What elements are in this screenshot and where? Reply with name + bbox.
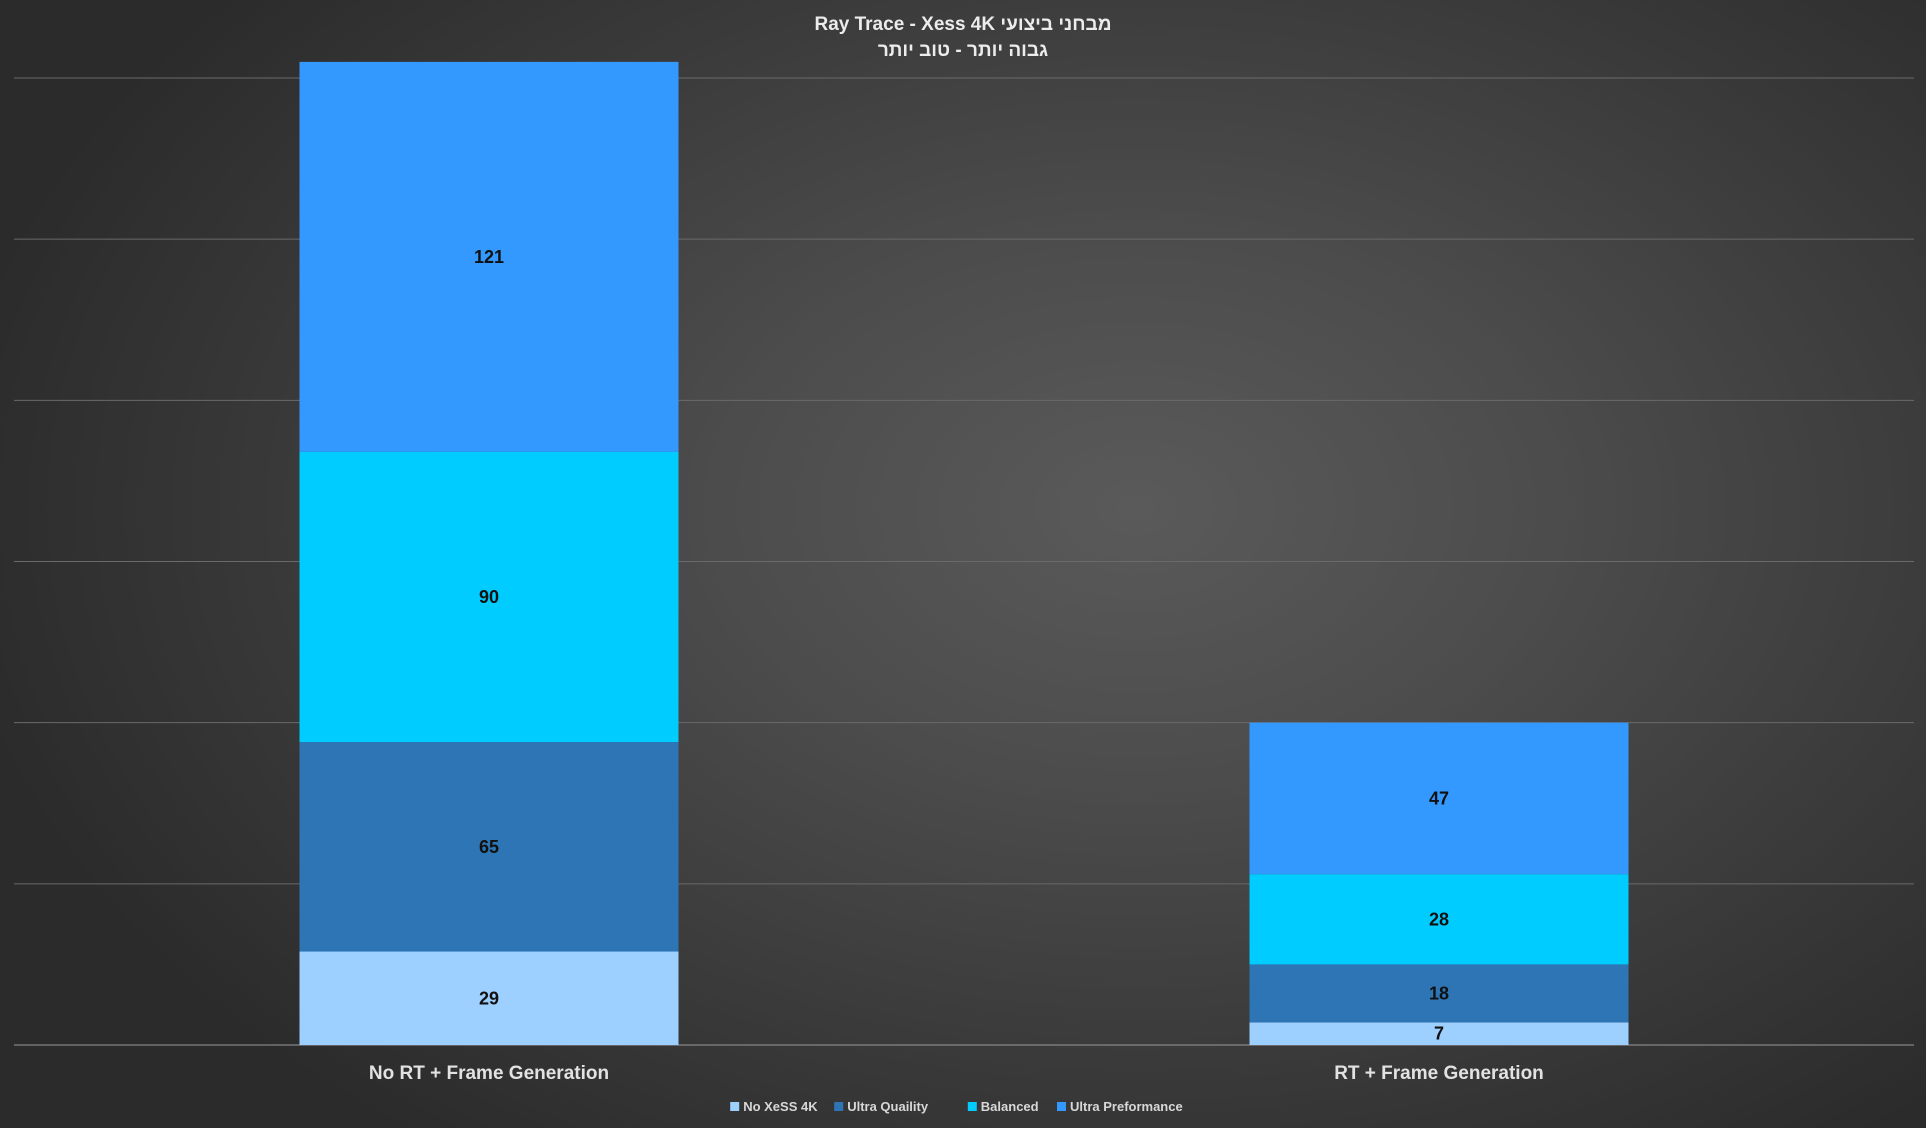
bar-segment — [299, 742, 679, 952]
data-label: 29 — [479, 988, 499, 1008]
legend-label: Balanced — [981, 1099, 1039, 1114]
legend-swatch — [730, 1102, 740, 1111]
bar-segment — [1249, 964, 1629, 1023]
legend-swatch — [967, 1102, 977, 1111]
data-label: 18 — [1429, 983, 1449, 1003]
category-label: RT + Frame Generation — [1334, 1063, 1544, 1084]
data-label: 7 — [1434, 1024, 1444, 1044]
bar-segment — [299, 61, 679, 452]
data-label: 28 — [1429, 909, 1449, 929]
bar-segment — [299, 451, 679, 743]
data-label: 65 — [479, 837, 499, 857]
gridlines — [14, 77, 1914, 885]
legend-swatch — [834, 1102, 844, 1111]
legend-swatch — [1057, 1102, 1066, 1111]
legend-label: Ultra Preformance — [1070, 1099, 1183, 1114]
legend: No XeSS 4K Ultra Quaility Balanced Ultra Pr… — [730, 1099, 1183, 1114]
legend-label: No XeSS 4K — [743, 1099, 818, 1114]
data-label: 90 — [479, 587, 499, 607]
bar-segment — [1249, 874, 1629, 965]
chart-subtitle: גבוה יותר - טוב יותר — [878, 40, 1048, 61]
legend-label: Ultra Quaility — [847, 1099, 929, 1114]
bar-segment — [1249, 1022, 1629, 1045]
category-labels: No RT + Frame Generation RT + Frame Gener… — [369, 1063, 1544, 1084]
data-labels: 29 65 90 121 7 18 28 47 — [474, 247, 1449, 1044]
bar-segment — [1249, 722, 1629, 875]
category-label: No RT + Frame Generation — [369, 1063, 609, 1084]
data-label: 47 — [1429, 788, 1449, 808]
data-label: 121 — [474, 247, 504, 267]
bar-segment — [299, 951, 679, 1045]
chart-title: מבחני ביצועי Ray Trace - Xess 4K — [814, 14, 1111, 35]
bars — [299, 61, 1629, 1045]
